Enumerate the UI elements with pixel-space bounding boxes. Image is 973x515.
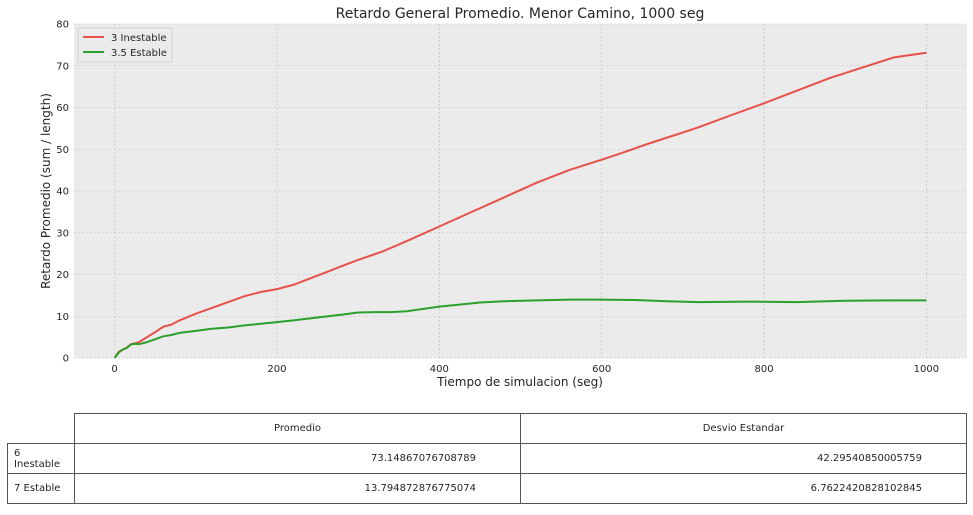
x-axis-label: Tiempo de simulacion (seg): [436, 375, 603, 389]
y-axis-label: Retardo Promedio (sum / length): [39, 93, 53, 289]
tick-labels: 0 200 400 600 800 1000 0 10 20 30 40 50 60 70 80: [56, 20, 939, 376]
series-line-0: [113, 51, 927, 359]
column-header-desvio: Desvio Estandar: [520, 413, 967, 444]
row-label: 7 Estable: [7, 473, 75, 504]
x-tick-label: 200: [267, 364, 286, 375]
y-tick-label: 60: [56, 103, 69, 114]
x-tick-label: 800: [754, 364, 773, 375]
series-lines: [113, 51, 927, 359]
y-tick-label: 70: [56, 61, 69, 72]
grid: [74, 23, 967, 359]
table-cell-promedio: 73.14867076708789: [74, 443, 521, 474]
legend: 3 Inestable 3.5 Estable: [77, 27, 173, 63]
row-label: 6 Inestable: [7, 443, 75, 474]
table-cell-desvio: 6.7622420828102845: [520, 473, 967, 504]
column-header-promedio: Promedio: [74, 413, 521, 444]
x-tick-label: 1000: [914, 364, 939, 375]
legend-label-estable: 3.5 Estable: [111, 48, 167, 59]
table-corner-cell: [7, 413, 75, 444]
legend-label-inestable: 3 Inestable: [111, 33, 167, 44]
y-tick-label: 0: [63, 354, 69, 365]
chart-title: Retardo General Promedio. Menor Camino, …: [336, 6, 705, 22]
line-chart: 0 200 400 600 800 1000 0 10 20 30 40 50 60 70 80 Retar…: [39, 6, 967, 389]
y-tick-label: 50: [56, 145, 69, 156]
y-tick-label: 20: [56, 270, 69, 281]
y-tick-label: 40: [56, 187, 69, 198]
table-row: 7 Estable 13.794872876775074 6.762242082…: [7, 473, 967, 504]
table-cell-promedio: 13.794872876775074: [74, 473, 521, 504]
stats-table: Promedio Desvio Estandar 6 Inestable 73.…: [7, 413, 967, 504]
series-line-1: [113, 298, 927, 359]
table-row: 6 Inestable 73.14867076708789 42.2954085…: [7, 443, 967, 474]
x-tick-label: 400: [430, 364, 449, 375]
legend-box: [77, 27, 173, 63]
y-tick-label: 10: [56, 312, 69, 323]
x-tick-label: 0: [111, 364, 117, 375]
table-cell-desvio: 42.29540850005759: [520, 443, 967, 474]
y-tick-label: 30: [56, 228, 69, 239]
table-header-row: Promedio Desvio Estandar: [7, 413, 967, 444]
x-tick-label: 600: [592, 364, 611, 375]
y-tick-label: 80: [56, 20, 69, 31]
